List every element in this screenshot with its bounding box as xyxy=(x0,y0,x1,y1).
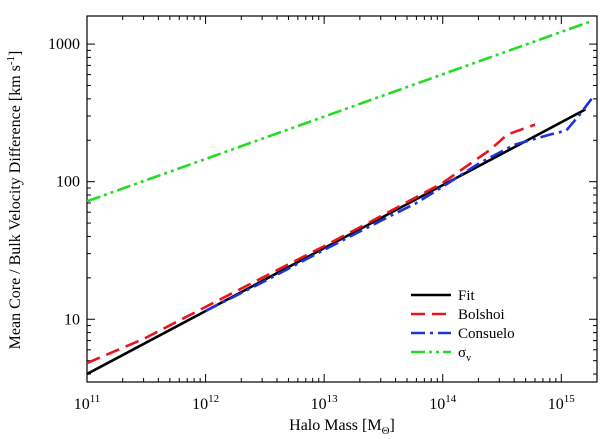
series-line-1 xyxy=(87,108,587,376)
legend-label-consuelo: Consuelo xyxy=(458,326,515,342)
legend-label-bolshoi: Bolshoi xyxy=(458,307,505,323)
y-tick-label: 10 xyxy=(64,311,80,328)
series-line-4 xyxy=(87,19,593,203)
y-tick-label: 1000 xyxy=(48,36,80,53)
axis-ticks xyxy=(86,16,598,382)
plot-frame xyxy=(86,15,598,383)
legend: Fit Bolshoi Consuelo σv xyxy=(411,288,515,364)
series-lines xyxy=(87,19,593,376)
series-line-3 xyxy=(205,98,593,313)
x-tick-label: 1015 xyxy=(548,393,576,413)
x-axis-label: Halo Mass [MΘ] xyxy=(289,417,395,437)
y-tick-label: 100 xyxy=(56,174,80,191)
x-tick-label: 1011 xyxy=(74,393,101,413)
y-axis-label: Mean Core / Bulk Velocity Difference [km… xyxy=(5,51,24,350)
legend-label-sigma: σv xyxy=(458,345,471,364)
x-tick-label: 1012 xyxy=(192,393,219,413)
legend-label-fit: Fit xyxy=(458,288,476,304)
axis-tick-labels: 1011 1012 1013 1014 1015 10 100 1000 xyxy=(48,36,575,413)
x-tick-label: 1013 xyxy=(311,393,339,413)
x-tick-label: 1014 xyxy=(429,393,457,413)
series-line-2 xyxy=(87,123,536,365)
